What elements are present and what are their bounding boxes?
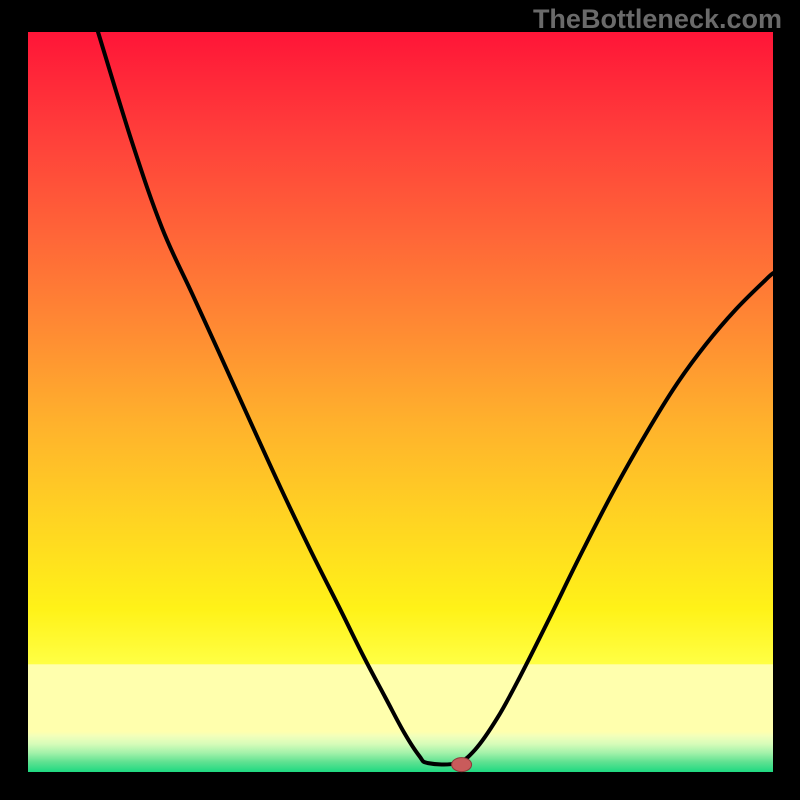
optimal-point-marker	[452, 758, 472, 772]
chart-container: TheBottleneck.com	[0, 0, 800, 800]
plot-background	[28, 32, 773, 772]
chart-svg	[0, 0, 800, 800]
watermark-text: TheBottleneck.com	[533, 4, 782, 35]
